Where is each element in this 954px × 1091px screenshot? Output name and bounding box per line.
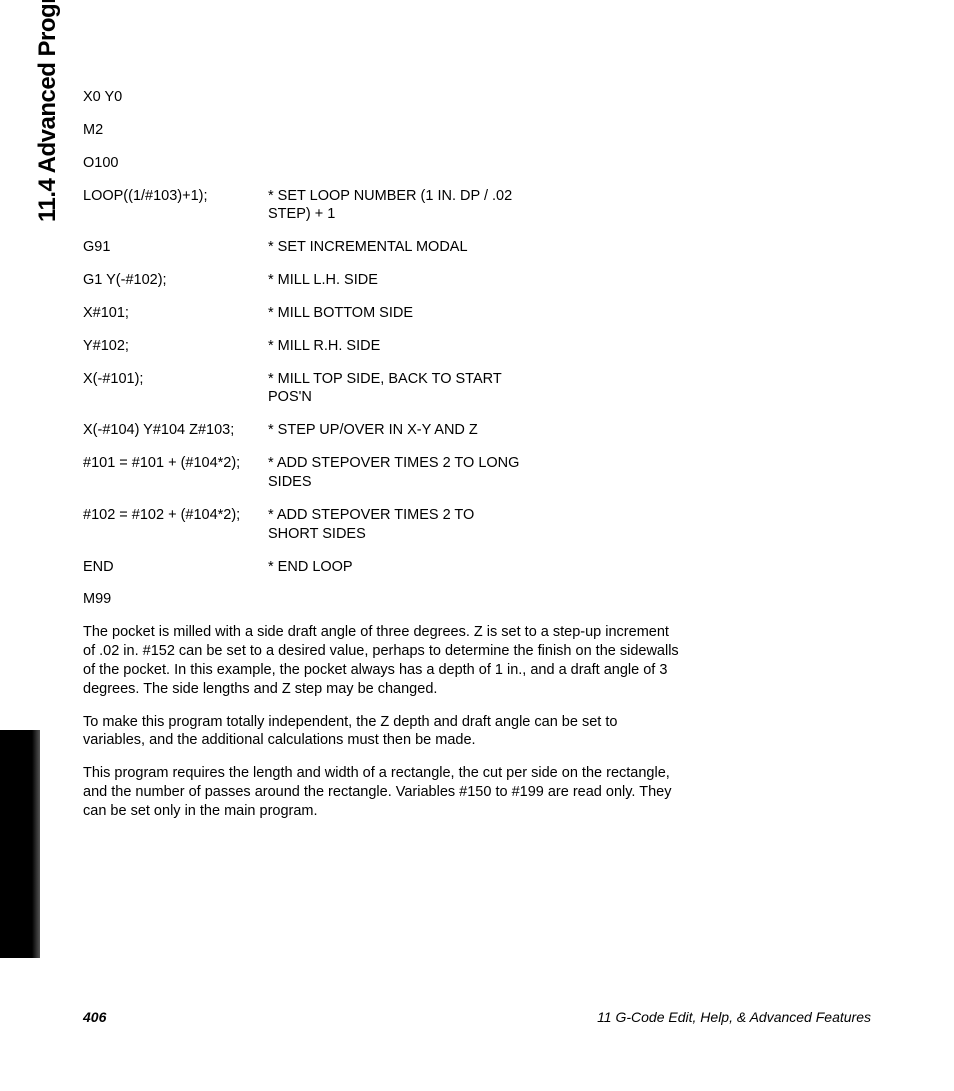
- code-comment: [268, 121, 528, 140]
- code-command: X#101;: [83, 304, 268, 323]
- code-command: X0 Y0: [83, 88, 268, 107]
- code-row: Y#102;* MILL R.H. SIDE: [83, 337, 695, 356]
- code-row: LOOP((1/#103)+1);* SET LOOP NUMBER (1 IN…: [83, 187, 695, 225]
- code-comment: * END LOOP: [268, 558, 528, 577]
- code-command: END: [83, 558, 268, 577]
- code-comment: * SET INCREMENTAL MODAL: [268, 238, 528, 257]
- code-row: G91* SET INCREMENTAL MODAL: [83, 238, 695, 257]
- code-command: Y#102;: [83, 337, 268, 356]
- code-comment: * MILL R.H. SIDE: [268, 337, 528, 356]
- code-row: X(-#101);* MILL TOP SIDE, BACK TO START …: [83, 370, 695, 408]
- code-comment: * ADD STEPOVER TIMES 2 TO LONG SIDES: [268, 454, 528, 492]
- code-command: G91: [83, 238, 268, 257]
- code-comment: [268, 154, 528, 173]
- code-command: LOOP((1/#103)+1);: [83, 187, 268, 225]
- code-row: X(-#104) Y#104 Z#103;* STEP UP/OVER IN X…: [83, 421, 695, 440]
- code-comment: * ADD STEPOVER TIMES 2 TO SHORT SIDES: [268, 506, 528, 544]
- code-command: X(-#104) Y#104 Z#103;: [83, 421, 268, 440]
- code-command: G1 Y(-#102);: [83, 271, 268, 290]
- body-paragraph: This program requires the length and wid…: [83, 764, 683, 821]
- code-listing: X0 Y0 M2 O100 LOOP((1/#103)+1);* SET LOOP N…: [83, 88, 695, 609]
- body-paragraph: The pocket is milled with a side draft a…: [83, 623, 683, 698]
- code-row: X0 Y0: [83, 88, 695, 107]
- body-paragraph: To make this program totally independent…: [83, 713, 683, 751]
- code-row: #101 = #101 + (#104*2);* ADD STEPOVER TI…: [83, 454, 695, 492]
- page-content: X0 Y0 M2 O100 LOOP((1/#103)+1);* SET LOOP N…: [83, 88, 695, 835]
- code-comment: * MILL TOP SIDE, BACK TO START POS'N: [268, 370, 528, 408]
- code-row: #102 = #102 + (#104*2);* ADD STEPOVER TI…: [83, 506, 695, 544]
- code-row: END* END LOOP: [83, 558, 695, 577]
- code-comment: * MILL L.H. SIDE: [268, 271, 528, 290]
- code-command: M99: [83, 590, 268, 609]
- code-comment: * SET LOOP NUMBER (1 IN. DP / .02 STEP) …: [268, 187, 528, 225]
- code-comment: * STEP UP/OVER IN X-Y AND Z: [268, 421, 528, 440]
- code-comment: [268, 88, 528, 107]
- code-row: M2: [83, 121, 695, 140]
- body-paragraphs: The pocket is milled with a side draft a…: [83, 623, 695, 821]
- section-heading: 11.4 Advanced Programming: [34, 0, 62, 222]
- code-row: M99: [83, 590, 695, 609]
- code-row: O100: [83, 154, 695, 173]
- code-command: #101 = #101 + (#104*2);: [83, 454, 268, 492]
- page-number: 406: [83, 1009, 106, 1025]
- code-command: O100: [83, 154, 268, 173]
- code-comment: [268, 590, 528, 609]
- code-command: #102 = #102 + (#104*2);: [83, 506, 268, 544]
- chapter-title: 11 G-Code Edit, Help, & Advanced Feature…: [597, 1009, 871, 1025]
- code-command: X(-#101);: [83, 370, 268, 408]
- code-row: X#101;* MILL BOTTOM SIDE: [83, 304, 695, 323]
- code-row: G1 Y(-#102);* MILL L.H. SIDE: [83, 271, 695, 290]
- code-comment: * MILL BOTTOM SIDE: [268, 304, 528, 323]
- side-tab: [0, 730, 40, 958]
- code-command: M2: [83, 121, 268, 140]
- page-footer: 406 11 G-Code Edit, Help, & Advanced Fea…: [83, 1009, 871, 1025]
